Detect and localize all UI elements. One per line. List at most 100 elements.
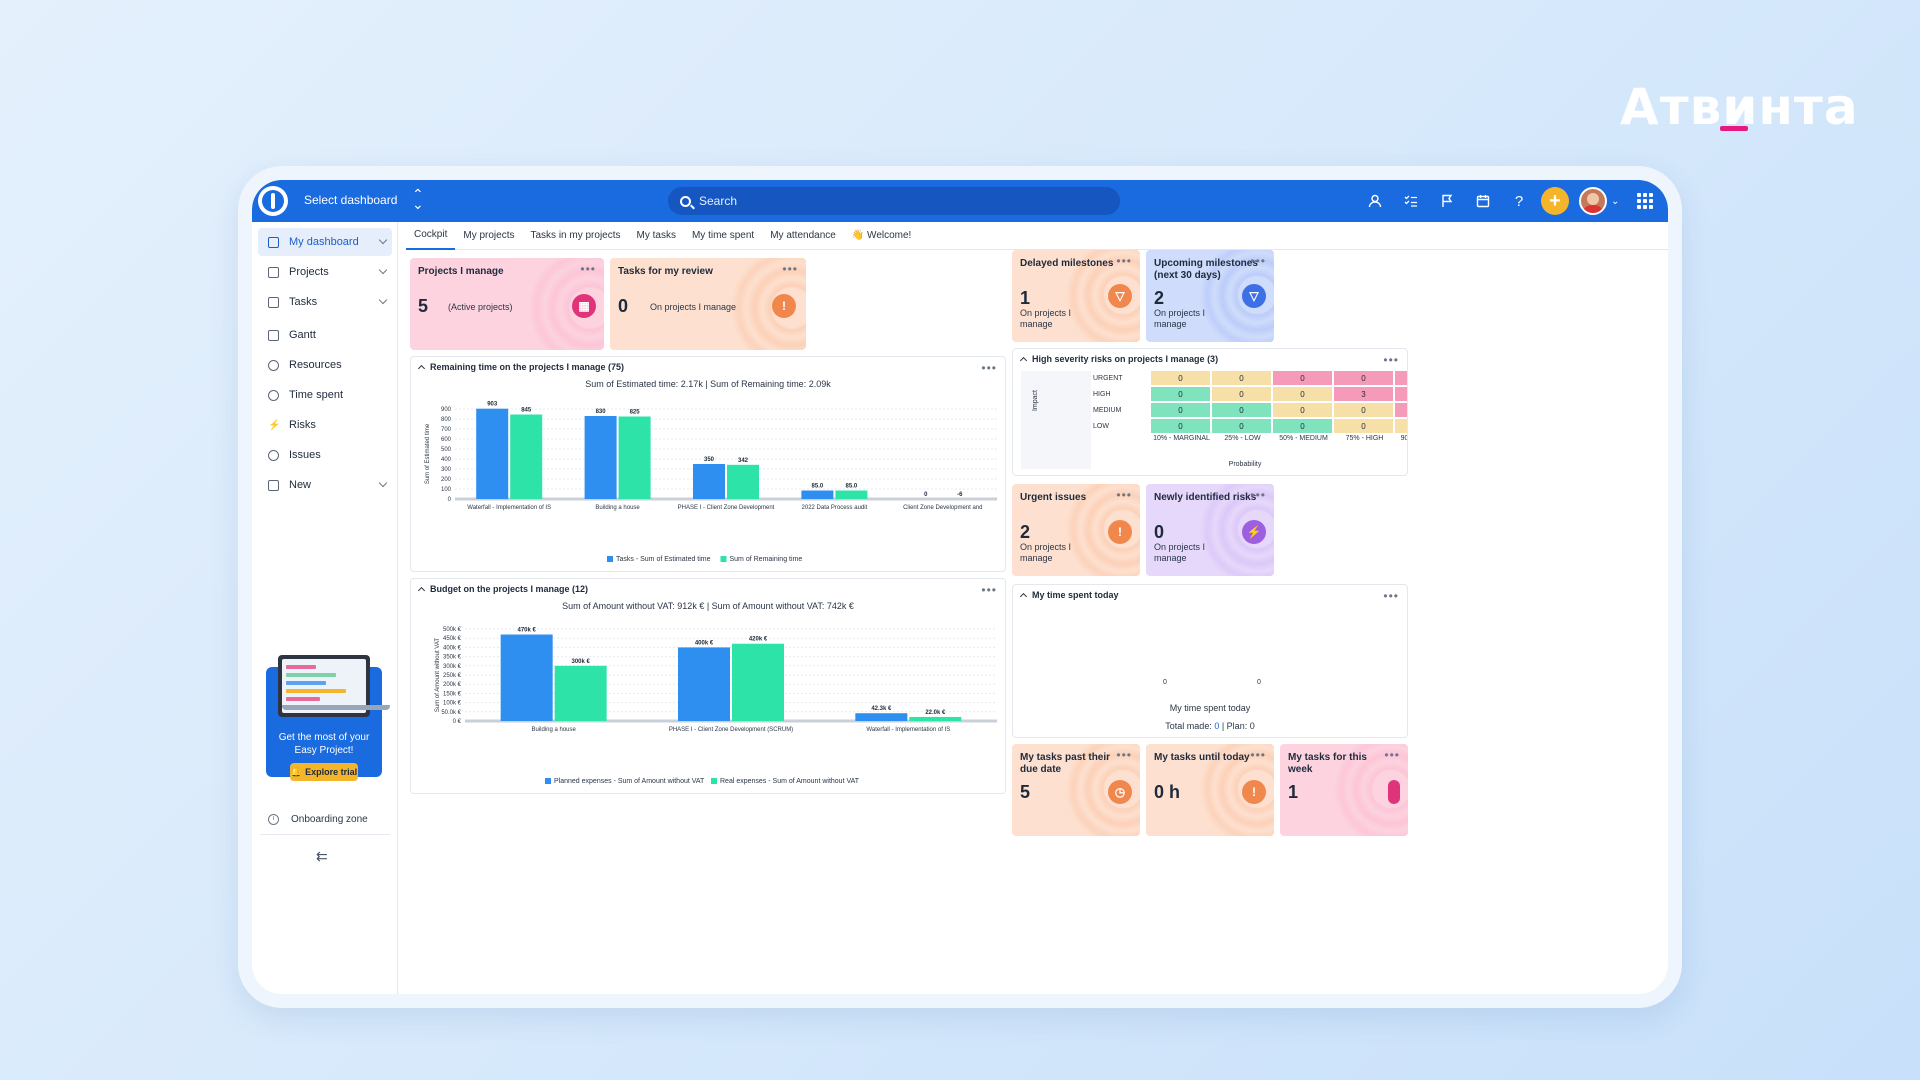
card-subtitle: On projects I manage <box>1154 542 1206 563</box>
risk-cell[interactable]: 0 <box>1334 419 1393 433</box>
tasks-past-due-card[interactable]: My tasks past their due date ••• 5 ◷ <box>1012 744 1140 836</box>
total-value[interactable]: 0 <box>1214 721 1220 731</box>
alert-icon: ! <box>772 294 796 318</box>
sidebar-item-my-dashboard[interactable]: My dashboard <box>258 228 392 256</box>
chart-subtitle: Sum of Amount without VAT: 912k € | Sum … <box>562 601 854 611</box>
more-icon[interactable]: ••• <box>1116 488 1132 502</box>
urgent-issues-card[interactable]: Urgent issues ••• 2 On projects I manage… <box>1012 484 1140 576</box>
budget-chart: 0 € 50.0k € 100k € 150k € 200k € 250k € 300k €… <box>435 627 997 785</box>
risk-cell[interactable]: 0 <box>1395 371 1407 385</box>
risk-cell[interactable]: 0 <box>1273 419 1332 433</box>
y-tick-label: 800 <box>441 417 452 423</box>
risk-cell[interactable]: 0 <box>1395 419 1407 433</box>
risk-cell[interactable]: 0 <box>1212 371 1271 385</box>
help-icon[interactable]: ? <box>1514 192 1524 210</box>
risk-cell[interactable]: 0 <box>1151 387 1210 401</box>
sidebar-item-projects[interactable]: Projects <box>258 258 392 286</box>
more-icon[interactable]: ••• <box>1250 748 1266 762</box>
explore-trial-label: Explore trial <box>305 767 358 777</box>
tasks-until-today-card[interactable]: My tasks until today ••• 0 h ! <box>1146 744 1274 836</box>
more-icon[interactable]: ••• <box>981 361 997 375</box>
collapse-sidebar-icon[interactable]: ⇇ <box>316 848 328 864</box>
more-icon[interactable]: ••• <box>981 583 997 597</box>
tasks-this-week-card[interactable]: My tasks for this week ••• 1 <box>1280 744 1408 836</box>
sidebar-item-time-spent[interactable]: Time spent <box>258 381 392 409</box>
risk-cell[interactable]: 0 <box>1395 387 1407 401</box>
more-icon[interactable]: ••• <box>1384 748 1400 762</box>
new-risks-card[interactable]: Newly identified risks ••• 0 On projects… <box>1146 484 1274 576</box>
risk-cell[interactable]: 0 <box>1273 403 1332 417</box>
widget-title[interactable]: Budget on the projects I manage (12) <box>417 584 588 595</box>
risk-cell[interactable]: 0 <box>1212 387 1271 401</box>
sidebar-item-risks[interactable]: ⚡ Risks <box>258 411 392 439</box>
risk-cell[interactable]: 0 <box>1151 403 1210 417</box>
top-bar: Select dashboard ⌃⌄ ? + ⌄ <box>252 180 1668 222</box>
risk-cell[interactable]: 0 <box>1212 403 1271 417</box>
updown-chevron-icon[interactable]: ⌃ ⌄ <box>412 186 424 212</box>
widget-title[interactable]: Remaining time on the projects I manage … <box>417 362 624 373</box>
flag-icon[interactable] <box>1429 180 1465 222</box>
sidebar-item-new[interactable]: New <box>258 471 392 499</box>
tasks-icon[interactable] <box>1393 180 1429 222</box>
risk-cell[interactable]: 0 <box>1212 419 1271 433</box>
data-label: 42.3k € <box>871 706 892 712</box>
dashboard-select[interactable]: Select dashboard <box>304 193 398 207</box>
widget-title[interactable]: High severity risks on projects I manage… <box>1019 354 1218 365</box>
more-icon[interactable]: ••• <box>1383 589 1399 603</box>
chart-zero-label: 0 <box>1163 679 1167 686</box>
more-icon[interactable]: ••• <box>1116 254 1132 268</box>
tab-my-attendance[interactable]: My attendance <box>770 230 836 241</box>
risk-cell[interactable]: 0 <box>1151 419 1210 433</box>
chevron-down-icon[interactable] <box>378 265 388 275</box>
calendar-icon[interactable] <box>1465 180 1501 222</box>
onboarding-zone[interactable]: i Onboarding zone <box>268 814 368 825</box>
legend-swatch <box>607 556 613 562</box>
tab-welcome[interactable]: 👋 Welcome! <box>851 230 912 241</box>
risk-cell[interactable]: 0 <box>1334 371 1393 385</box>
sidebar-item-resources[interactable]: Resources <box>258 351 392 379</box>
risk-cell[interactable]: 0 <box>1395 403 1407 417</box>
upcoming-milestones-card[interactable]: Upcoming milestones (next 30 days) ••• 2… <box>1146 250 1274 342</box>
divider <box>260 834 390 835</box>
projects-manage-card[interactable]: Projects I manage ••• 5 (Active projects… <box>410 258 604 350</box>
chevron-down-icon[interactable] <box>378 295 388 305</box>
week-icon <box>1388 780 1400 804</box>
tab-my-time-spent[interactable]: My time spent <box>691 230 755 241</box>
chevron-down-icon[interactable]: ⌄ <box>1611 195 1620 207</box>
sidebar-item-gantt[interactable]: Gantt <box>258 321 392 349</box>
tab-my-tasks[interactable]: My tasks <box>636 230 676 241</box>
risk-cell[interactable]: 0 <box>1273 371 1332 385</box>
data-label: 350 <box>704 457 715 463</box>
tasks-review-card[interactable]: Tasks for my review ••• 0 On projects I … <box>610 258 806 350</box>
tab-cockpit[interactable]: Cockpit <box>406 222 456 250</box>
more-icon[interactable]: ••• <box>1116 748 1132 762</box>
x-tick-label: Building a house <box>595 505 640 511</box>
app-logo-icon[interactable] <box>258 186 288 216</box>
more-icon[interactable]: ••• <box>782 262 798 276</box>
more-icon[interactable]: ••• <box>1250 254 1266 268</box>
tab-my-projects[interactable]: My projects <box>463 230 515 241</box>
widget-title[interactable]: My time spent today <box>1019 590 1119 601</box>
user-icon[interactable] <box>1357 180 1393 222</box>
more-icon[interactable]: ••• <box>1250 488 1266 502</box>
search-input[interactable] <box>699 194 1099 208</box>
sidebar-item-label: Risks <box>289 419 316 431</box>
explore-trial-button[interactable]: 🔔 Explore trial <box>290 763 358 781</box>
tab-tasks-in-my-projects[interactable]: Tasks in my projects <box>530 230 621 241</box>
apps-grid-icon[interactable] <box>1637 193 1654 209</box>
risk-cell[interactable]: 0 <box>1151 371 1210 385</box>
plus-icon[interactable]: + <box>1541 187 1569 215</box>
search-bar[interactable] <box>668 187 1120 215</box>
chevron-down-icon[interactable] <box>378 235 388 245</box>
chevron-down-icon[interactable] <box>378 478 388 488</box>
bar <box>500 634 553 721</box>
more-icon[interactable]: ••• <box>580 262 596 276</box>
risk-cell[interactable]: 0 <box>1334 403 1393 417</box>
sidebar-item-issues[interactable]: Issues <box>258 441 392 469</box>
delayed-milestones-card[interactable]: Delayed milestones ••• 1 On projects I m… <box>1012 250 1140 342</box>
risk-cell[interactable]: 0 <box>1273 387 1332 401</box>
risk-cell[interactable]: 3 <box>1334 387 1393 401</box>
sidebar-item-tasks[interactable]: Tasks <box>258 288 392 316</box>
avatar[interactable] <box>1579 187 1607 215</box>
more-icon[interactable]: ••• <box>1383 353 1399 367</box>
